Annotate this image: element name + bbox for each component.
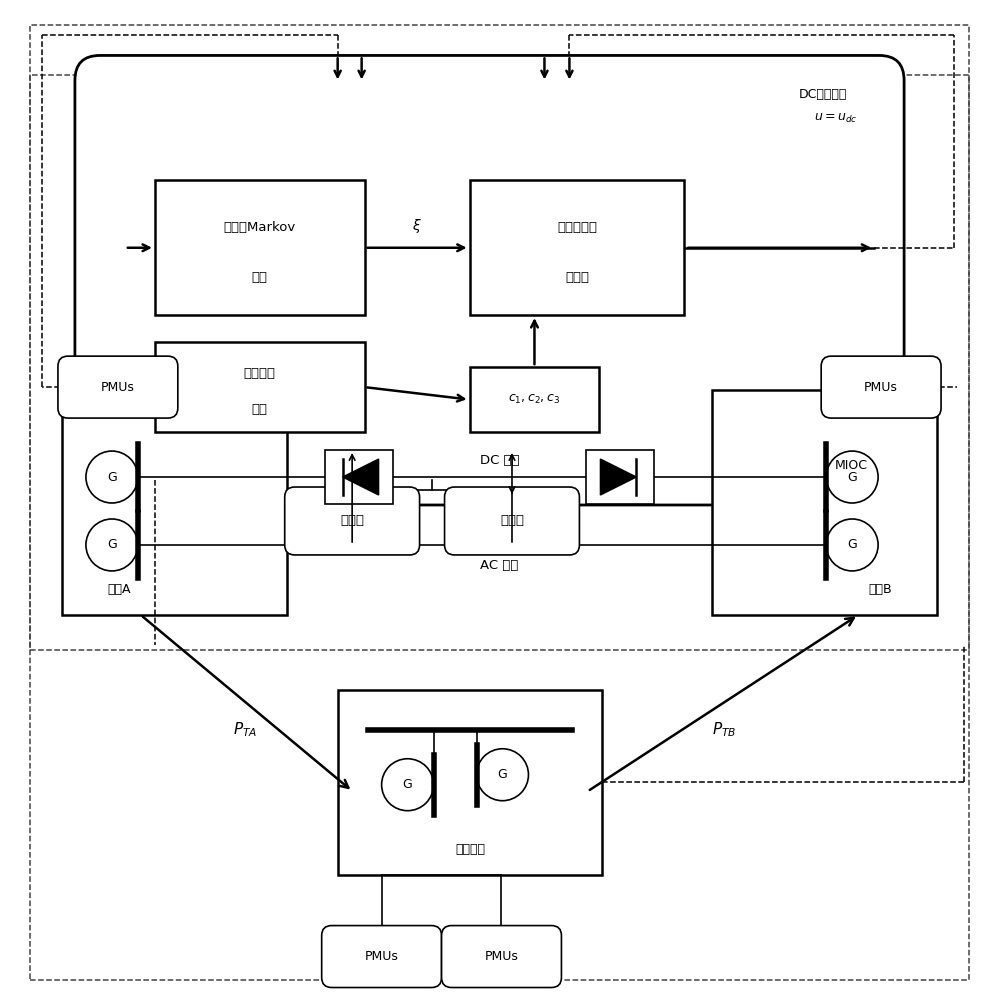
Bar [62,390,287,615]
Text: G: G [107,538,117,551]
FancyBboxPatch shape [75,55,904,505]
Text: 模型: 模型 [252,271,268,284]
Text: PMUs: PMUs [365,950,399,963]
Bar [470,180,684,315]
FancyBboxPatch shape [821,356,941,418]
Bar [30,75,969,650]
Text: DC调制功率: DC调制功率 [799,88,847,101]
Text: $\xi$: $\xi$ [413,217,422,235]
Text: 选择: 选择 [252,403,268,416]
Bar [155,180,365,315]
Text: 区域A: 区域A [107,583,131,596]
Bar [338,690,602,875]
Text: G: G [498,768,507,781]
Text: DC 线路: DC 线路 [480,454,519,467]
Text: $c_1, c_2, c_3$: $c_1, c_2, c_3$ [508,393,560,406]
Bar [325,450,393,504]
FancyBboxPatch shape [58,356,178,418]
Polygon shape [343,459,379,495]
FancyBboxPatch shape [445,487,579,555]
Text: 区域B: 区域B [868,583,892,596]
Text: PMUs: PMUs [485,950,518,963]
Text: 控制参数: 控制参数 [244,367,276,380]
Text: $P_{TB}$: $P_{TB}$ [712,720,736,739]
Text: PMUs: PMUs [101,381,135,394]
Bar [128,70,842,465]
Bar [712,390,937,615]
Bar [155,342,365,432]
FancyBboxPatch shape [285,487,420,555]
Text: 多状态Markov: 多状态Markov [224,221,296,234]
FancyBboxPatch shape [322,926,442,988]
Text: 其他区域: 其他区域 [455,843,486,856]
Text: $P_{TA}$: $P_{TA}$ [233,720,257,739]
Text: 逆最优反推: 逆最优反推 [556,221,597,234]
Text: G: G [403,778,413,791]
Text: G: G [847,471,857,484]
Text: MIOC: MIOC [834,459,868,472]
Text: G: G [847,538,857,551]
Bar [586,450,654,504]
Bar [470,367,599,432]
Text: AC 线路: AC 线路 [481,559,518,572]
Text: 极控制: 极控制 [340,514,365,527]
Polygon shape [600,459,636,495]
Text: G: G [107,471,117,484]
FancyBboxPatch shape [442,926,561,988]
Text: $u = u_{dc}$: $u = u_{dc}$ [814,112,857,125]
Text: PMUs: PMUs [864,381,898,394]
Text: 控制律: 控制律 [564,271,589,284]
Text: 极控制: 极控制 [500,514,524,527]
